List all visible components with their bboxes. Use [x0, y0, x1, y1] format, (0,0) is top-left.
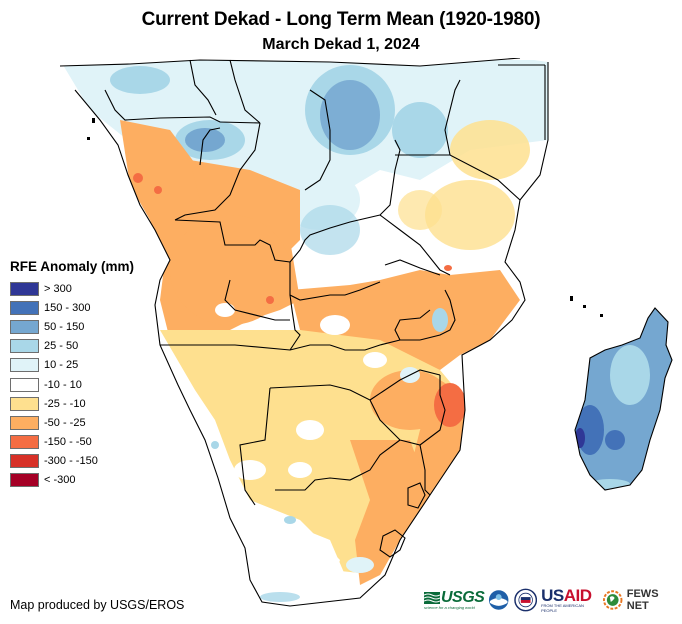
legend-swatch [10, 435, 39, 450]
legend-item: -10 - 10 [10, 375, 134, 394]
legend-label: 10 - 25 [44, 359, 79, 372]
legend-label: -50 - -25 [44, 416, 86, 429]
usaid-seal-icon [513, 588, 537, 611]
usgs-text: USGS [441, 589, 485, 606]
legend-swatch [10, 473, 39, 488]
small-islands [87, 118, 603, 317]
legend-swatch [10, 358, 39, 373]
legend-label: -150 - -50 [44, 436, 92, 449]
legend-item: -150 - -50 [10, 433, 134, 452]
legend-label: < -300 [44, 474, 76, 487]
fews-net-globe-icon [603, 589, 623, 610]
legend-label: -25 - -10 [44, 397, 86, 410]
map-legend: RFE Anomaly (mm) > 300 150 - 300 50 - 150 2… [10, 259, 134, 490]
legend-item: -300 - -150 [10, 452, 134, 471]
anomaly-map [59, 58, 673, 607]
legend-swatch [10, 377, 39, 392]
legend-label: > 300 [44, 282, 72, 295]
africa-anomaly-field [60, 58, 548, 606]
legend-title: RFE Anomaly (mm) [10, 259, 135, 274]
fews-net-text: FEWS NET [626, 587, 659, 612]
legend-swatch [10, 454, 39, 469]
map-title: Current Dekad - Long Term Mean (1920-198… [141, 9, 541, 30]
legend-item: 10 - 25 [10, 356, 134, 375]
legend-item: > 300 [10, 279, 134, 298]
legend-label: 150 - 300 [44, 301, 91, 314]
usaid-aid: AID [563, 586, 592, 605]
usgs-tagline: science for a changing world [424, 605, 475, 610]
usaid-us: US [541, 586, 564, 605]
legend-label: 25 - 50 [44, 340, 79, 353]
noaa-logo-icon [489, 589, 509, 610]
legend-item: 25 - 50 [10, 337, 134, 356]
map-credit: Map produced by USGS/EROS [10, 598, 185, 612]
legend-item: 150 - 300 [10, 298, 134, 317]
usgs-waves-icon [424, 592, 440, 604]
legend-swatch [10, 281, 39, 296]
legend-swatch [10, 319, 39, 334]
usgs-logo: USGS science for a changing world [424, 589, 485, 610]
legend-item: < -300 [10, 471, 134, 490]
legend-item: 50 - 150 [10, 317, 134, 336]
legend-label: 50 - 150 [44, 320, 85, 333]
country-borders [59, 58, 673, 607]
partner-logos: USGS science for a changing world USAID … [424, 586, 682, 613]
legend-swatch [10, 339, 39, 354]
map-subtitle: March Dekad 1, 2024 [262, 36, 420, 53]
legend-item: -50 - -25 [10, 413, 134, 432]
legend-items: > 300 150 - 300 50 - 150 25 - 50 10 - 25 -10 … [10, 279, 134, 490]
legend-swatch [10, 415, 39, 430]
legend-item: -25 - -10 [10, 394, 134, 413]
legend-swatch [10, 300, 39, 315]
legend-label: -300 - -150 [44, 455, 98, 468]
usaid-logo: USAID FROM THE AMERICAN PEOPLE [541, 586, 599, 613]
legend-swatch [10, 396, 39, 411]
legend-label: -10 - 10 [44, 378, 82, 391]
usaid-tagline: FROM THE AMERICAN PEOPLE [541, 603, 584, 613]
